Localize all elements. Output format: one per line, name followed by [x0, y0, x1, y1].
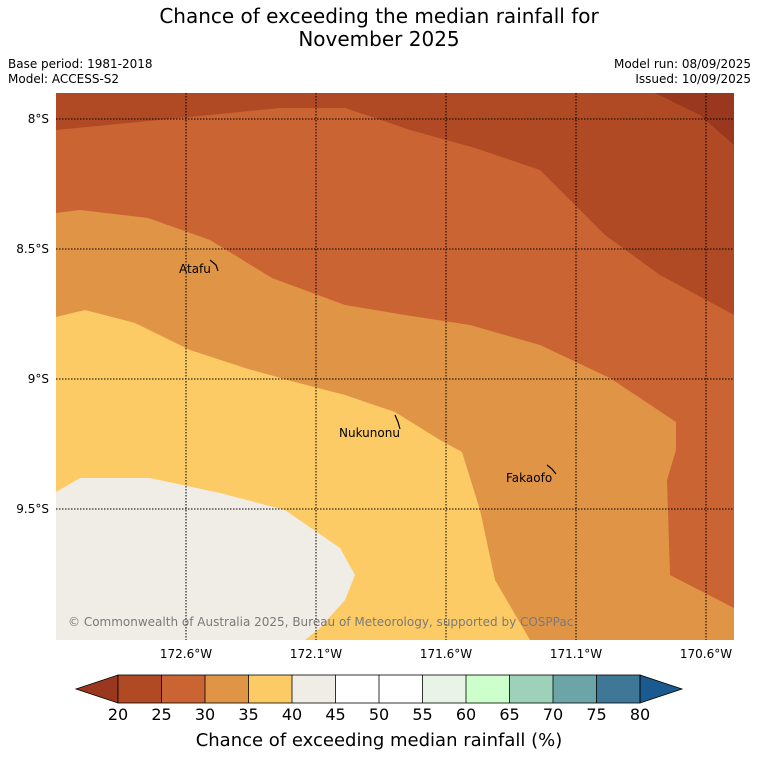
colorbar-tick-75: 75 [586, 705, 606, 724]
colorbar-tick-25: 25 [151, 705, 171, 724]
colorbar-tick-45: 45 [325, 705, 345, 724]
colorbar-bin-25 [161, 675, 205, 703]
place-label-fakaofo: Fakaofo [506, 471, 552, 485]
colorbar-bin-60 [466, 675, 510, 703]
colorbar: 20 25 30 35 40 45 50 55 60 65 70 75 80 [74, 674, 684, 724]
atoll-outlines [209, 259, 557, 475]
graticule [56, 93, 734, 640]
lon-label-172-1w: 172.1°W [290, 647, 342, 661]
lat-label-9s: 9°S [28, 372, 49, 386]
colorbar-dividers [161, 675, 597, 703]
colorbar-bin-65 [509, 675, 553, 703]
contour-under-20 [655, 93, 734, 145]
title-line-1: Chance of exceeding the median rainfall … [159, 4, 599, 28]
colorbar-tick-55: 55 [412, 705, 432, 724]
colorbar-tick-30: 30 [195, 705, 215, 724]
contour-40-45 [56, 478, 355, 640]
nukunonu-outline [394, 414, 401, 430]
lon-label-172-6w: 172.6°W [160, 647, 212, 661]
base-period: Base period: 1981-2018 [8, 57, 153, 71]
place-label-nukunonu: Nukunonu [339, 426, 400, 440]
issued-date: Issued: 10/09/2025 [635, 72, 751, 86]
colorbar-tick-35: 35 [238, 705, 258, 724]
lat-label-8-5s: 8.5°S [16, 242, 49, 256]
lon-label-171-6w: 171.6°W [420, 647, 472, 661]
colorbar-tick-65: 65 [499, 705, 519, 724]
colorbar-bin-55 [422, 675, 466, 703]
fakaofo-outline [546, 464, 557, 475]
lat-label-8s: 8°S [28, 112, 49, 126]
colorbar-bin-50 [379, 675, 423, 703]
model-run: Model run: 08/09/2025 [613, 57, 751, 71]
title-line-2: November 2025 [298, 27, 460, 51]
meta-right: Model run: 08/09/2025 Issued: 10/09/2025 [614, 57, 751, 87]
lon-label-170-6w: 170.6°W [680, 647, 732, 661]
colorbar-tick-50: 50 [369, 705, 389, 724]
colorbar-bin-35 [248, 675, 292, 703]
map-contours [56, 93, 734, 640]
colorbar-ticks: 20 25 30 35 40 45 50 55 60 65 70 75 80 [108, 705, 650, 724]
colorbar-bin-30 [205, 675, 249, 703]
model-name: Model: ACCESS-S2 [8, 72, 120, 86]
lon-labels: 172.6°W 172.1°W 171.6°W 171.1°W 170.6°W [160, 647, 732, 661]
colorbar-bin-70 [553, 675, 597, 703]
colorbar-bin-20 [118, 675, 162, 703]
meta-left: Base period: 1981-2018 Model: ACCESS-S2 [8, 57, 153, 87]
colorbar-tick-80: 80 [630, 705, 650, 724]
place-label-atafu: Atafu [179, 262, 211, 276]
colorbar-tick-70: 70 [543, 705, 563, 724]
copyright-notice: © Commonwealth of Australia 2025, Bureau… [68, 615, 573, 629]
colorbar-frame [117, 674, 641, 704]
atafu-outline [209, 259, 219, 272]
colorbar-under-arrow [74, 674, 119, 704]
colorbar-label: Chance of exceeding median rainfall (%) [195, 730, 563, 751]
colorbar-tick-60: 60 [456, 705, 476, 724]
lat-label-9-5s: 9.5°S [16, 502, 49, 516]
lon-label-171-1w: 171.1°W [550, 647, 602, 661]
chart-title: Chance of exceeding the median rainfall … [0, 5, 758, 51]
place-labels: Atafu Nukunonu Fakaofo [179, 262, 552, 485]
colorbar-tick-40: 40 [282, 705, 302, 724]
colorbar-over-arrow [639, 674, 684, 704]
colorbar-bin-40 [292, 675, 336, 703]
colorbar-bin-75 [596, 675, 640, 703]
lat-labels: 8°S 8.5°S 9°S 9.5°S [16, 112, 49, 516]
colorbar-tick-20: 20 [108, 705, 128, 724]
colorbar-bin-45 [335, 675, 379, 703]
